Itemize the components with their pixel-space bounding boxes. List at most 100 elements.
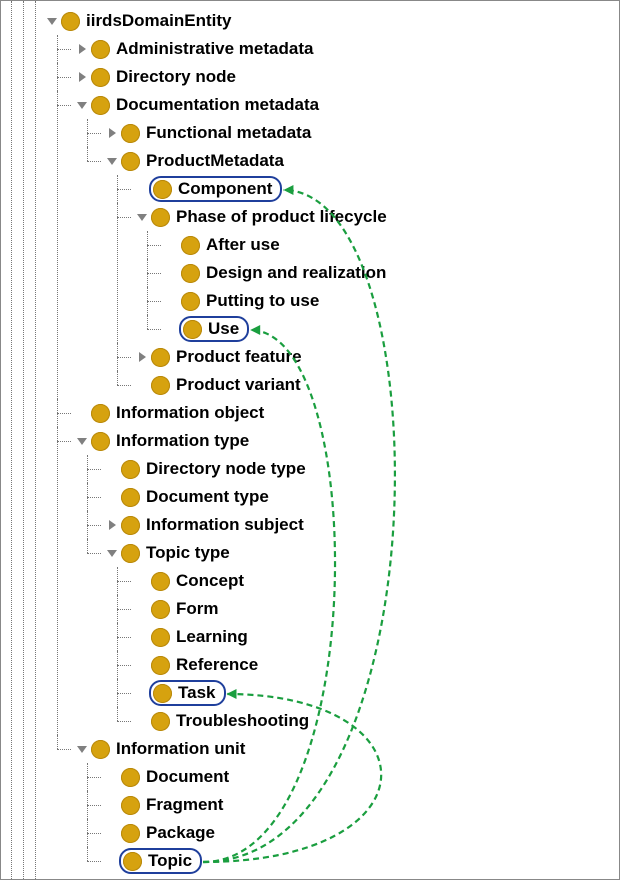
expand-toggle-open-icon[interactable]: [75, 434, 89, 448]
tree-row[interactable]: After use: [165, 231, 615, 259]
tree-row[interactable]: Use: [165, 315, 615, 343]
node-bullet-icon: [151, 600, 170, 619]
expand-toggle-open-icon[interactable]: [75, 742, 89, 756]
node-bullet-icon: [153, 180, 172, 199]
tree-row[interactable]: Document type: [105, 483, 615, 511]
expand-toggle-closed-icon: [135, 686, 149, 700]
tree-node: Form: [135, 595, 615, 623]
tree-node: Use: [165, 315, 615, 343]
expand-toggle-open-icon[interactable]: [75, 98, 89, 112]
node-label: Component: [178, 179, 272, 199]
node-bullet-icon: [183, 320, 202, 339]
tree-node: Learning: [135, 623, 615, 651]
tree-row[interactable]: Learning: [135, 623, 615, 651]
tree-row[interactable]: Phase of product lifecycle: [135, 203, 615, 231]
node-bullet-icon: [181, 292, 200, 311]
tree-row[interactable]: Information type: [75, 427, 615, 455]
tree-row[interactable]: Package: [105, 819, 615, 847]
tree-row[interactable]: Directory node: [75, 63, 615, 91]
tree-row[interactable]: Topic type: [105, 539, 615, 567]
expand-toggle-closed-icon: [135, 714, 149, 728]
tree-node: Package: [105, 819, 615, 847]
tree-row[interactable]: Administrative metadata: [75, 35, 615, 63]
expand-toggle-open-icon[interactable]: [105, 546, 119, 560]
node-bullet-icon: [91, 40, 110, 59]
node-bullet-icon: [151, 572, 170, 591]
tree-row[interactable]: Information subject: [105, 511, 615, 539]
expand-toggle-closed-icon[interactable]: [75, 70, 89, 84]
tree-node: iirdsDomainEntityAdministrative metadata…: [45, 7, 615, 875]
tree-row[interactable]: Product variant: [135, 371, 615, 399]
node-label: Document type: [146, 487, 269, 507]
expand-toggle-closed-icon: [105, 826, 119, 840]
tree-row[interactable]: Product feature: [135, 343, 615, 371]
tree-row[interactable]: Directory node type: [105, 455, 615, 483]
node-bullet-icon: [61, 12, 80, 31]
node-label: Concept: [176, 571, 244, 591]
node-label: Topic type: [146, 543, 230, 563]
tree-node: Information typeDirectory node type Docum…: [75, 427, 615, 735]
tree-node: Fragment: [105, 791, 615, 819]
expand-toggle-closed-icon: [135, 602, 149, 616]
tree-node: Document: [105, 763, 615, 791]
tree-row[interactable]: Reference: [135, 651, 615, 679]
expand-toggle-closed-icon: [75, 406, 89, 420]
node-bullet-icon: [121, 768, 140, 787]
node-bullet-icon: [121, 152, 140, 171]
tree-row[interactable]: Concept: [135, 567, 615, 595]
tree-row[interactable]: Design and realization: [165, 259, 615, 287]
node-label: Directory node: [116, 67, 236, 87]
ancestor-guide: [23, 1, 24, 879]
tree-row[interactable]: Topic: [105, 847, 615, 875]
tree-row[interactable]: Document: [105, 763, 615, 791]
tree-row[interactable]: Component: [135, 175, 615, 203]
tree-row[interactable]: Troubleshooting: [135, 707, 615, 735]
tree-row[interactable]: Fragment: [105, 791, 615, 819]
tree-children: Document Fragment PackageTopic: [105, 763, 615, 875]
tree-node: After use: [165, 231, 615, 259]
node-bullet-icon: [121, 796, 140, 815]
expand-toggle-closed-icon: [165, 238, 179, 252]
tree-row[interactable]: Functional metadata: [105, 119, 615, 147]
expand-toggle-open-icon[interactable]: [105, 154, 119, 168]
tree-node: Topic type Concept FormLearningReferenceTa…: [105, 539, 615, 735]
expand-toggle-open-icon[interactable]: [135, 210, 149, 224]
tree-node: Component: [135, 175, 615, 203]
node-bullet-icon: [181, 264, 200, 283]
expand-toggle-closed-icon[interactable]: [135, 350, 149, 364]
tree-diagram: iirdsDomainEntityAdministrative metadata…: [1, 1, 619, 879]
expand-toggle-open-icon[interactable]: [45, 14, 59, 28]
tree-node: Documentation metadataFunctional metadat…: [75, 91, 615, 399]
tree-node: Product variant: [135, 371, 615, 399]
node-label: Document: [146, 767, 229, 787]
node-label: Product feature: [176, 347, 302, 367]
expand-toggle-closed-icon: [135, 574, 149, 588]
expand-toggle-closed-icon: [135, 378, 149, 392]
tree-row[interactable]: Information unit: [75, 735, 615, 763]
node-bullet-icon: [121, 516, 140, 535]
expand-toggle-closed-icon[interactable]: [105, 518, 119, 532]
tree-node: Concept: [135, 567, 615, 595]
node-label: Information subject: [146, 515, 304, 535]
expand-toggle-closed-icon: [165, 294, 179, 308]
node-label: Product variant: [176, 375, 301, 395]
tree-children: Concept FormLearningReferenceTaskTroubles…: [135, 567, 615, 735]
tree-row[interactable]: Putting to use: [165, 287, 615, 315]
node-bullet-icon: [91, 96, 110, 115]
tree-row[interactable]: Documentation metadata: [75, 91, 615, 119]
node-label: Fragment: [146, 795, 223, 815]
tree-row[interactable]: Form: [135, 595, 615, 623]
expand-toggle-closed-icon[interactable]: [75, 42, 89, 56]
expand-toggle-closed-icon[interactable]: [105, 126, 119, 140]
tree-node: Information unit Document Fragment PackageT…: [75, 735, 615, 875]
node-bullet-icon: [121, 824, 140, 843]
tree-row[interactable]: iirdsDomainEntity: [45, 7, 615, 35]
node-bullet-icon: [151, 656, 170, 675]
tree-row[interactable]: Task: [135, 679, 615, 707]
node-bullet-icon: [121, 488, 140, 507]
tree-row[interactable]: ProductMetadata: [105, 147, 615, 175]
tree-row[interactable]: Information object: [75, 399, 615, 427]
expand-toggle-closed-icon: [105, 770, 119, 784]
node-bullet-icon: [121, 544, 140, 563]
tree-node: ProductMetadata Component Phase of product…: [105, 147, 615, 399]
